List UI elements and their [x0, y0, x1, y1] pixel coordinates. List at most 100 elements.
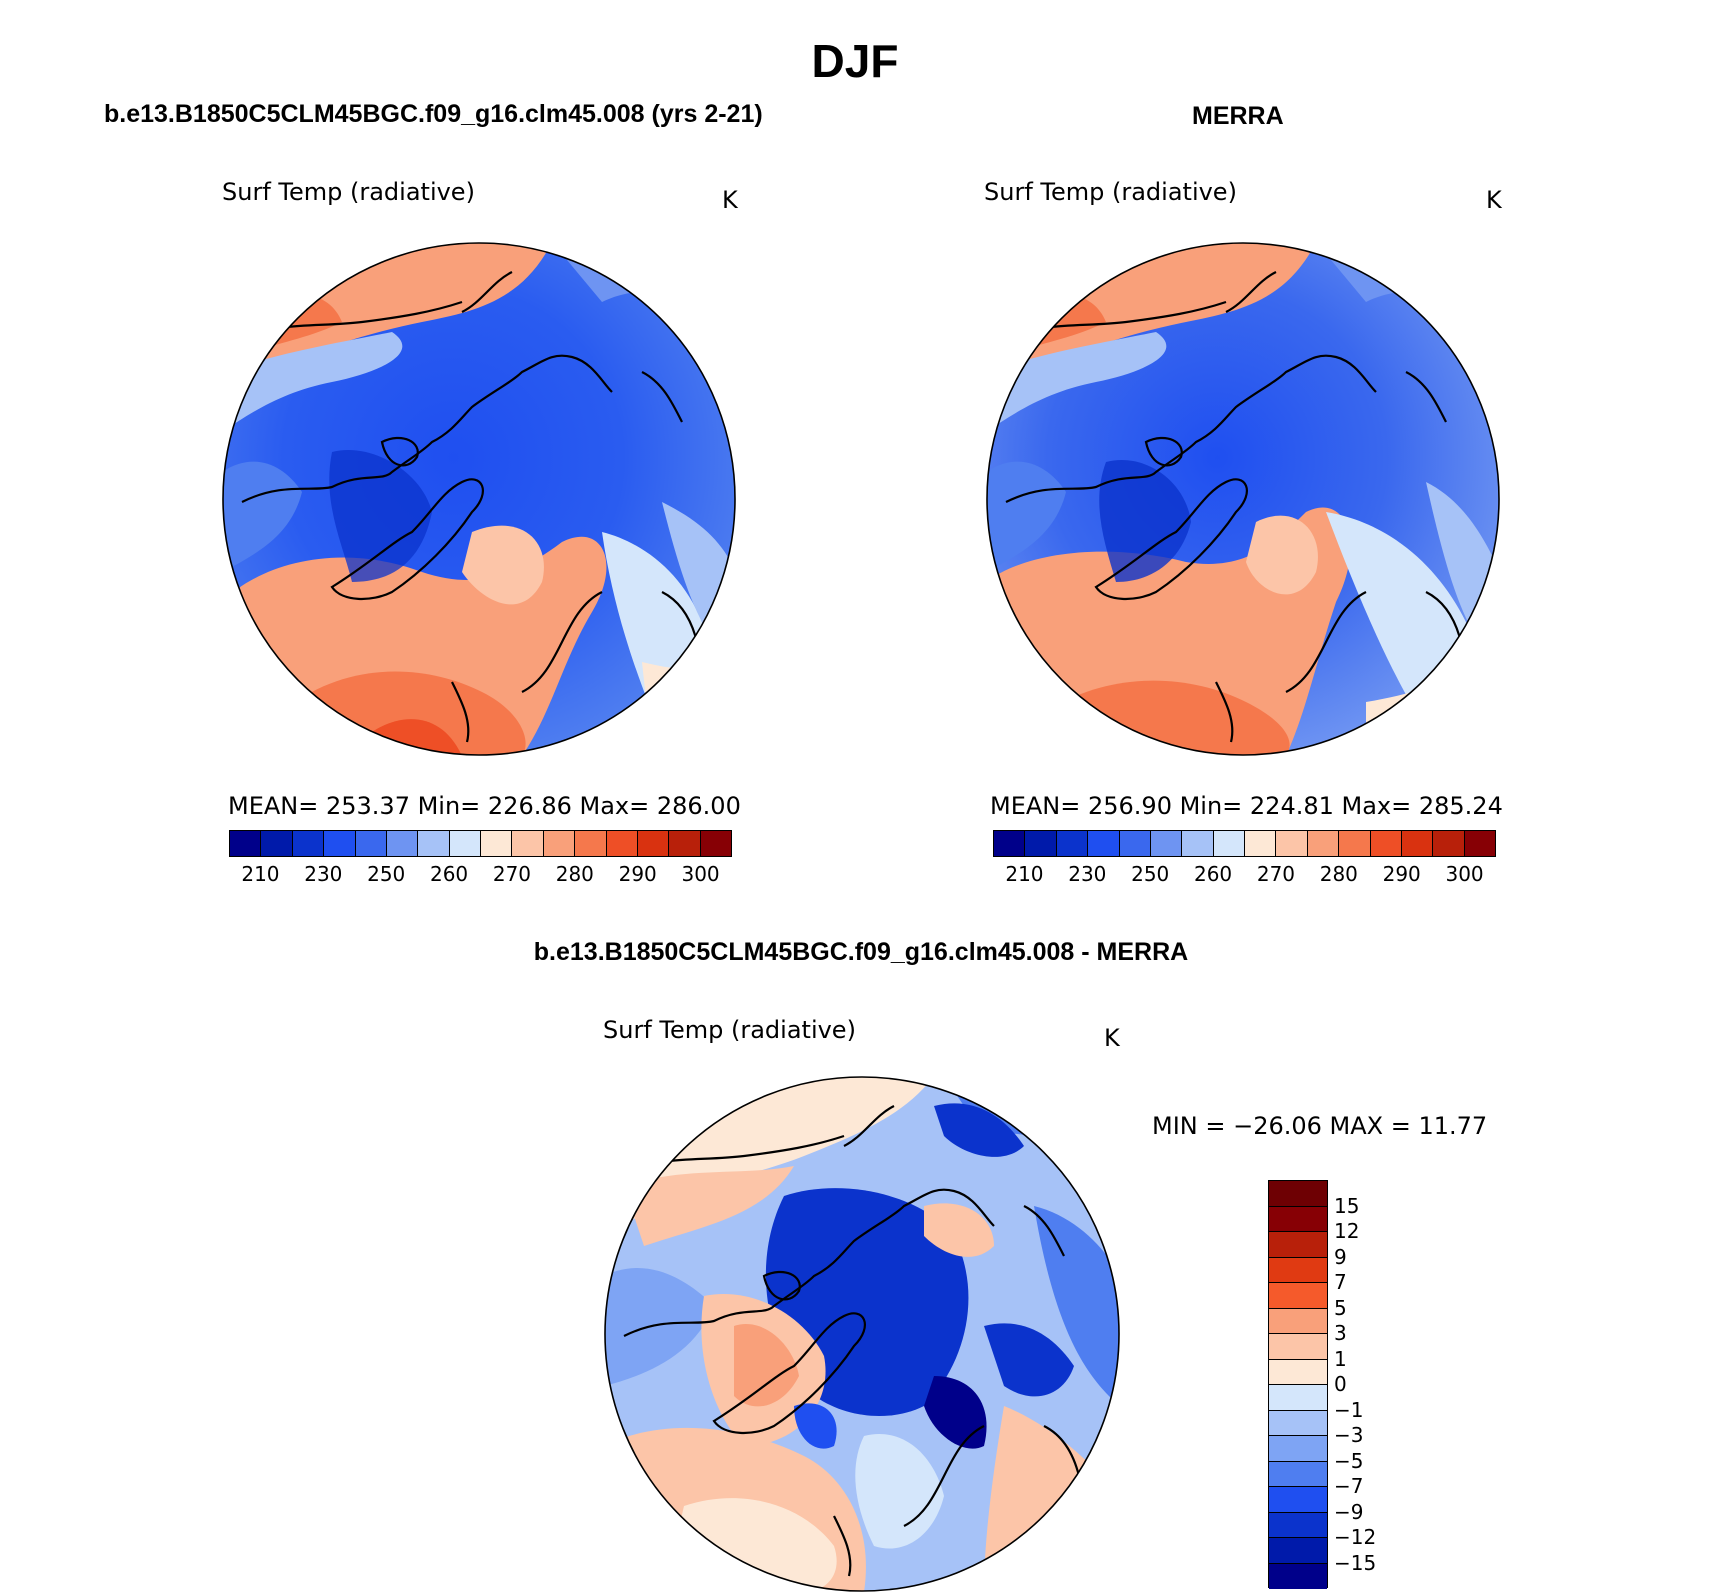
diff-minmax: MIN = −26.06 MAX = 11.77	[1152, 1112, 1488, 1140]
model-variable-label: Surf Temp (radiative)	[222, 178, 475, 206]
diff-colorbar-cell	[1269, 1487, 1327, 1513]
obs-colorbar-cell	[1119, 831, 1151, 856]
model-colorbar-tick-label: 250	[367, 862, 406, 886]
diff-colorbar-cell	[1269, 1563, 1327, 1589]
obs-colorbar-ticks: 210 230 250 260 270 280 290 300	[993, 862, 1496, 888]
obs-colorbar	[993, 830, 1496, 857]
diff-colorbar-tick-label: −7	[1334, 1474, 1364, 1498]
obs-colorbar-tick-label: 250	[1131, 862, 1170, 886]
diff-colorbar-cell	[1269, 1461, 1327, 1487]
diff-colorbar-tick-label: 5	[1334, 1295, 1347, 1320]
obs-colorbar-cell	[1307, 831, 1340, 856]
diff-panel-title: b.e13.B1850C5CLM45BGC.f09_g16.clm45.008 …	[533, 938, 1189, 966]
diff-units-label: K	[1104, 1024, 1120, 1052]
diff-colorbar-cell	[1269, 1436, 1327, 1462]
obs-colorbar-tick-label: 260	[1193, 862, 1233, 886]
diff-colorbar-cell	[1269, 1334, 1327, 1360]
figure-title: DJF	[811, 35, 899, 87]
model-colorbar-cell	[512, 831, 544, 856]
model-colorbar-cell	[700, 831, 731, 856]
model-colorbar-cell	[606, 831, 638, 856]
model-colorbar-cell	[543, 831, 576, 856]
obs-colorbar-cell	[1339, 831, 1371, 856]
diff-colorbar-tick-label: −15	[1334, 1550, 1377, 1575]
model-colorbar-tick-label: 210	[241, 862, 280, 886]
obs-colorbar-cell	[1245, 831, 1277, 856]
model-colorbar-cell	[386, 831, 419, 856]
model-colorbar-cell	[637, 831, 670, 856]
model-colorbar-cell	[324, 831, 356, 856]
diff-colorbar-cell	[1269, 1538, 1327, 1564]
model-colorbar-ticks: 210 230 250 260 270 280 290 300	[229, 862, 732, 888]
obs-colorbar-cell	[1370, 831, 1402, 856]
obs-colorbar-cell	[1025, 831, 1057, 856]
diff-colorbar-cell	[1269, 1232, 1327, 1258]
obs-colorbar-tick-label: 230	[1068, 862, 1107, 886]
diff-colorbar-tick-label: 7	[1334, 1270, 1347, 1294]
model-colorbar-cell	[355, 831, 387, 856]
model-colorbar-tick-label: 300	[681, 862, 720, 886]
diff-variable-label: Surf Temp (radiative)	[603, 1016, 856, 1044]
obs-colorbar-cell	[1213, 831, 1245, 856]
diff-colorbar-tick-label: 15	[1334, 1193, 1360, 1218]
diff-colorbar-tick-label: 1	[1334, 1346, 1347, 1371]
obs-variable-label: Surf Temp (radiative)	[984, 178, 1237, 206]
diff-colorbar-tick-label: −9	[1334, 1499, 1364, 1524]
obs-colorbar-cell	[1464, 831, 1495, 856]
obs-units-label: K	[1486, 186, 1502, 214]
obs-colorbar-cell	[1433, 831, 1465, 856]
model-colorbar-cell	[575, 831, 607, 856]
model-colorbar-cell	[261, 831, 293, 856]
diff-colorbar-tick-label: 0	[1334, 1372, 1347, 1396]
obs-colorbar-tick-label: 210	[1005, 862, 1044, 886]
model-colorbar-tick-label: 260	[429, 862, 469, 886]
obs-colorbar-tick-label: 300	[1445, 862, 1484, 886]
diff-colorbar-cell	[1269, 1283, 1327, 1309]
diff-colorbar-cell	[1269, 1512, 1327, 1538]
obs-colorbar-tick-label: 280	[1319, 862, 1358, 886]
model-colorbar-tick-label: 270	[492, 862, 532, 886]
model-colorbar-tick-label: 280	[555, 862, 594, 886]
obs-colorbar-cell	[1056, 831, 1089, 856]
diff-colorbar-cell	[1269, 1359, 1327, 1385]
obs-colorbar-cell	[1401, 831, 1434, 856]
obs-colorbar-tick-label: 290	[1382, 862, 1421, 886]
obs-colorbar-tick-label: 270	[1256, 862, 1296, 886]
model-colorbar-cell	[230, 831, 262, 856]
diff-colorbar-ticks: 15 12 9 7 5 3 1 0 −1 −3 −5 −7 −9 −12 −15	[1334, 1180, 1414, 1588]
model-stats: MEAN= 253.37 Min= 226.86 Max= 286.00	[228, 792, 741, 820]
obs-panel-title: MERRA	[1192, 102, 1284, 130]
obs-colorbar-cell	[1088, 831, 1120, 856]
model-colorbar	[229, 830, 732, 857]
diff-colorbar-tick-label: −5	[1334, 1448, 1364, 1473]
diff-colorbar-tick-label: 3	[1334, 1321, 1347, 1345]
diff-colorbar-cell	[1269, 1410, 1327, 1436]
model-polar-map	[222, 242, 736, 756]
model-panel-title: b.e13.B1850C5CLM45BGC.f09_g16.clm45.008 …	[104, 100, 763, 128]
model-colorbar-cell	[449, 831, 481, 856]
obs-colorbar-cell	[1182, 831, 1214, 856]
diff-colorbar-cell	[1269, 1257, 1327, 1283]
obs-colorbar-cell	[994, 831, 1026, 856]
diff-colorbar-cell	[1269, 1181, 1327, 1207]
obs-stats: MEAN= 256.90 Min= 224.81 Max= 285.24	[990, 792, 1503, 820]
model-colorbar-cell	[418, 831, 450, 856]
diff-polar-map	[604, 1076, 1120, 1592]
model-colorbar-tick-label: 230	[304, 862, 343, 886]
model-colorbar-cell	[669, 831, 701, 856]
diff-colorbar-tick-label: 12	[1334, 1219, 1360, 1243]
diff-colorbar-tick-label: −1	[1334, 1397, 1364, 1422]
model-colorbar-cell	[292, 831, 325, 856]
diff-colorbar-tick-label: 9	[1334, 1244, 1347, 1269]
diff-colorbar-cell	[1269, 1206, 1327, 1232]
diff-colorbar-cell	[1269, 1308, 1327, 1334]
obs-polar-map	[986, 242, 1500, 756]
obs-colorbar-cell	[1276, 831, 1308, 856]
model-units-label: K	[722, 186, 738, 214]
diff-colorbar-tick-label: −12	[1334, 1525, 1377, 1549]
obs-colorbar-cell	[1150, 831, 1183, 856]
diff-colorbar-tick-label: −3	[1334, 1423, 1364, 1447]
model-colorbar-cell	[481, 831, 513, 856]
diff-colorbar-cell	[1269, 1385, 1327, 1411]
model-colorbar-tick-label: 290	[618, 862, 657, 886]
